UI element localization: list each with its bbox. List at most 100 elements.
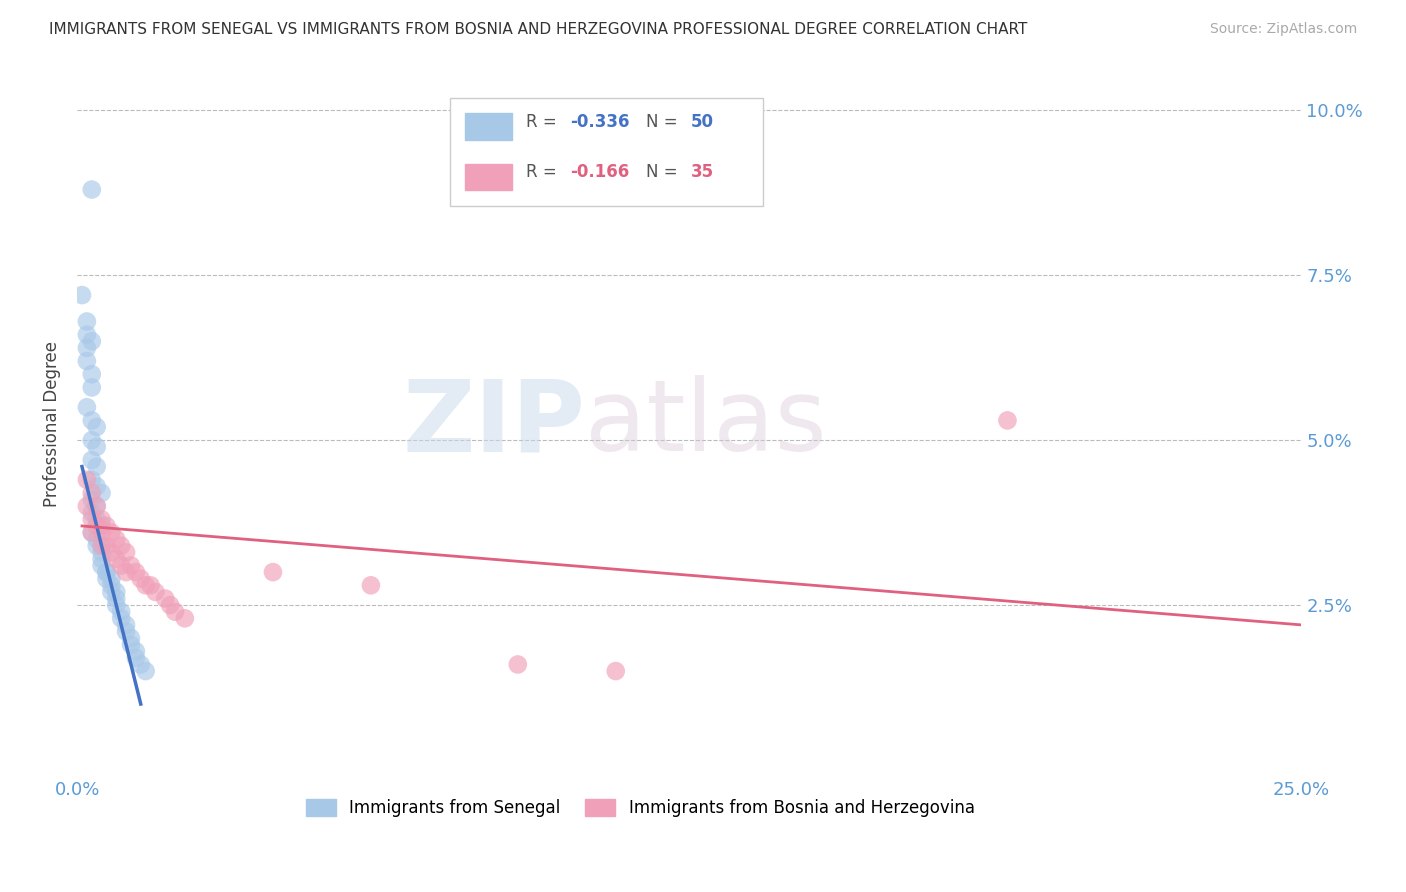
Point xyxy=(80,413,103,427)
Point xyxy=(90,552,112,566)
Point xyxy=(100,545,122,559)
Point xyxy=(96,539,118,553)
Point xyxy=(110,539,132,553)
Point xyxy=(110,605,132,619)
Point xyxy=(125,651,148,665)
Text: R =: R = xyxy=(526,163,562,181)
Text: R =: R = xyxy=(526,112,562,131)
Point xyxy=(96,519,118,533)
Point xyxy=(86,519,108,533)
Point xyxy=(86,499,108,513)
Text: IMMIGRANTS FROM SENEGAL VS IMMIGRANTS FROM BOSNIA AND HERZEGOVINA PROFESSIONAL D: IMMIGRANTS FROM SENEGAL VS IMMIGRANTS FR… xyxy=(49,22,1028,37)
Point xyxy=(80,486,103,500)
Point xyxy=(76,499,98,513)
Point xyxy=(90,525,112,540)
Point xyxy=(120,638,142,652)
Text: 50: 50 xyxy=(690,112,713,131)
Text: N =: N = xyxy=(647,112,683,131)
Text: -0.166: -0.166 xyxy=(571,163,630,181)
Point xyxy=(506,657,529,672)
Point xyxy=(129,657,152,672)
Point xyxy=(145,585,167,599)
Point xyxy=(90,545,112,559)
Point xyxy=(100,525,122,540)
Text: -0.336: -0.336 xyxy=(571,112,630,131)
Point xyxy=(86,459,108,474)
Point xyxy=(115,624,138,639)
Point xyxy=(80,512,103,526)
Point xyxy=(76,341,98,355)
Point xyxy=(90,539,112,553)
Point xyxy=(159,598,181,612)
Point xyxy=(605,664,627,678)
Point xyxy=(80,453,103,467)
Point xyxy=(105,585,128,599)
Point xyxy=(80,525,103,540)
Point xyxy=(86,499,108,513)
Point xyxy=(86,539,108,553)
Point xyxy=(135,664,157,678)
Point xyxy=(262,565,284,579)
Point xyxy=(115,618,138,632)
Point xyxy=(997,413,1019,427)
Bar xyxy=(465,113,512,140)
Bar xyxy=(465,164,512,190)
Point xyxy=(105,552,128,566)
Point xyxy=(86,440,108,454)
Point xyxy=(80,506,103,520)
Text: atlas: atlas xyxy=(585,376,827,472)
Point xyxy=(100,585,122,599)
Point xyxy=(115,545,138,559)
Point xyxy=(86,420,108,434)
Point xyxy=(129,572,152,586)
Point xyxy=(360,578,382,592)
Point xyxy=(90,558,112,573)
Point xyxy=(155,591,177,606)
Point xyxy=(100,578,122,592)
Point xyxy=(90,486,112,500)
FancyBboxPatch shape xyxy=(450,98,762,205)
Legend: Immigrants from Senegal, Immigrants from Bosnia and Herzegovina: Immigrants from Senegal, Immigrants from… xyxy=(299,792,981,824)
Point xyxy=(125,565,148,579)
Point xyxy=(110,611,132,625)
Point xyxy=(139,578,162,592)
Point xyxy=(80,183,103,197)
Point xyxy=(80,473,103,487)
Point xyxy=(163,605,186,619)
Point xyxy=(76,473,98,487)
Point xyxy=(86,512,108,526)
Point xyxy=(90,539,112,553)
Text: ZIP: ZIP xyxy=(402,376,585,472)
Point xyxy=(110,558,132,573)
Y-axis label: Professional Degree: Professional Degree xyxy=(44,341,60,507)
Point xyxy=(125,644,148,658)
Point xyxy=(76,327,98,342)
Point xyxy=(105,532,128,546)
Point xyxy=(76,401,98,415)
Text: N =: N = xyxy=(647,163,683,181)
Point xyxy=(80,334,103,349)
Text: 35: 35 xyxy=(690,163,713,181)
Point xyxy=(120,631,142,645)
Point xyxy=(100,572,122,586)
Point xyxy=(105,591,128,606)
Point xyxy=(76,354,98,368)
Point xyxy=(96,572,118,586)
Point xyxy=(86,532,108,546)
Point xyxy=(80,368,103,382)
Point xyxy=(96,565,118,579)
Point xyxy=(135,578,157,592)
Point xyxy=(90,512,112,526)
Point xyxy=(86,479,108,493)
Point xyxy=(80,492,103,507)
Point xyxy=(173,611,195,625)
Point xyxy=(120,558,142,573)
Point xyxy=(80,525,103,540)
Point xyxy=(76,314,98,328)
Point xyxy=(80,434,103,448)
Text: Source: ZipAtlas.com: Source: ZipAtlas.com xyxy=(1209,22,1357,37)
Point xyxy=(70,288,93,302)
Point xyxy=(96,565,118,579)
Point xyxy=(80,380,103,394)
Point xyxy=(105,598,128,612)
